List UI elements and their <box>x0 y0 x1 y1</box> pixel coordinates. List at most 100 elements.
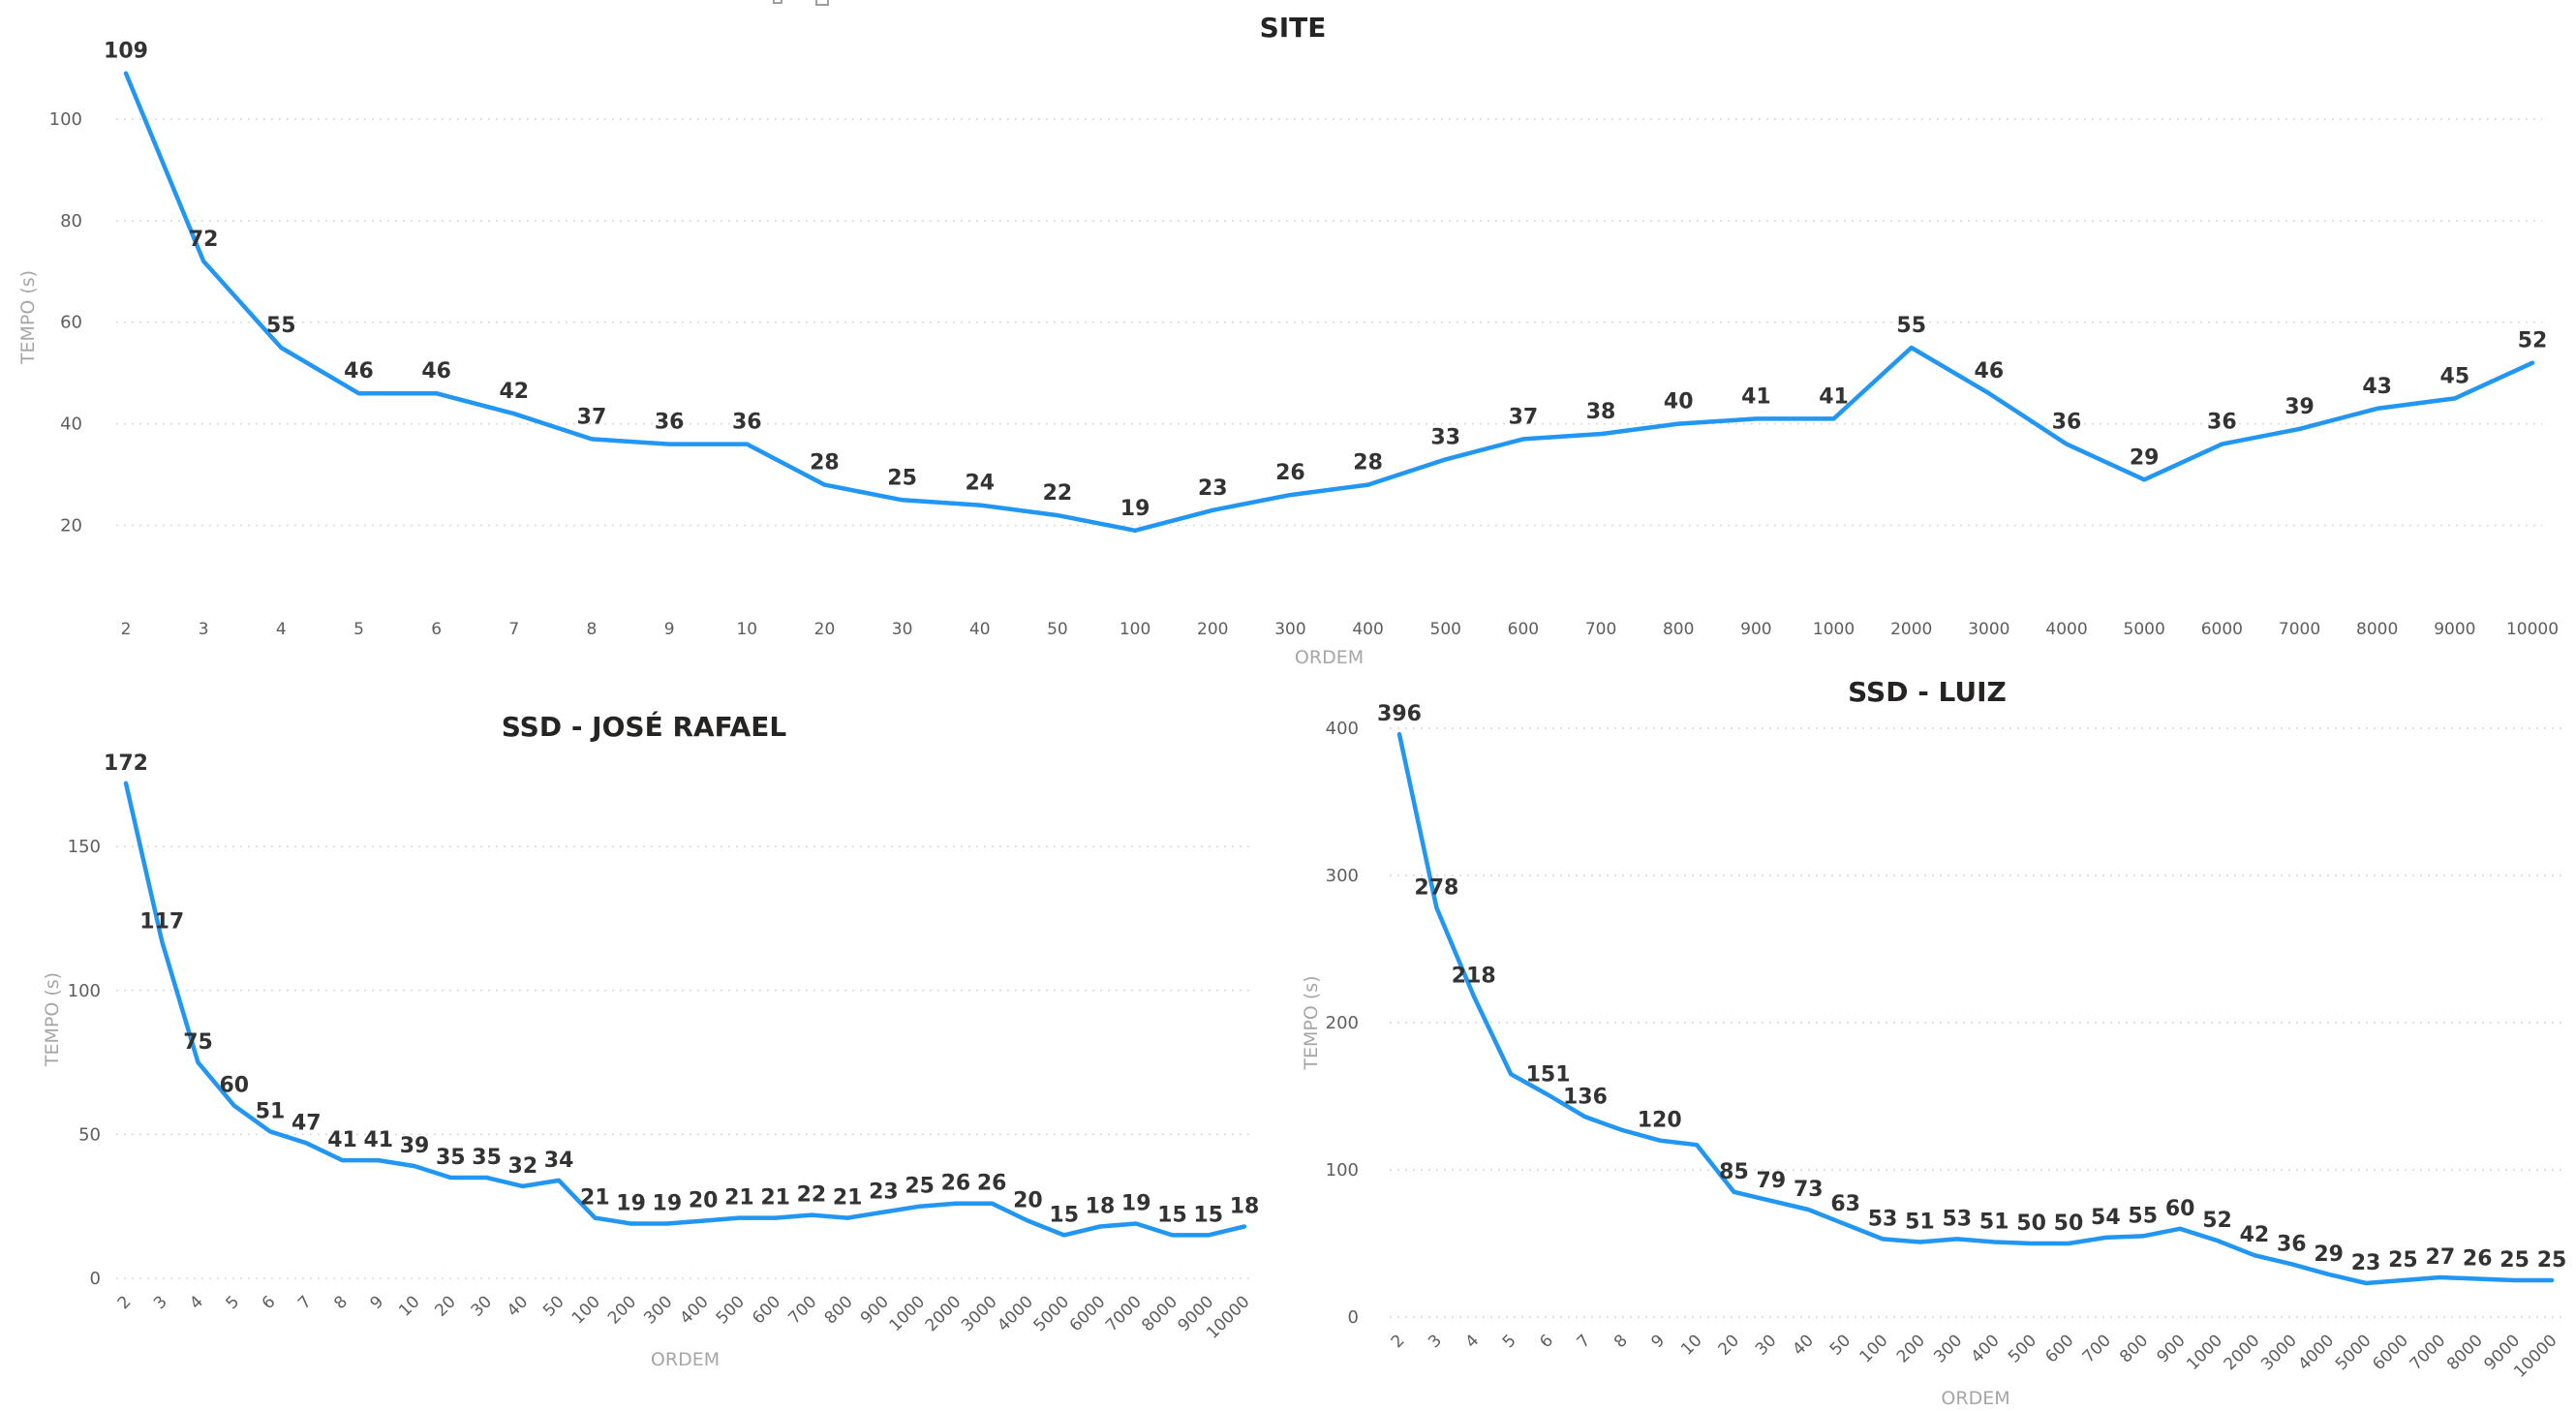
data-point[interactable] <box>842 1212 853 1224</box>
data-point[interactable] <box>1094 1221 1106 1233</box>
data-point[interactable] <box>2397 1274 2408 1286</box>
data-point[interactable] <box>1828 413 1840 424</box>
data-point[interactable] <box>1595 428 1607 440</box>
data-point[interactable] <box>950 1198 962 1210</box>
data-point[interactable] <box>663 439 675 450</box>
data-point[interactable] <box>1468 991 1480 1002</box>
more-options-icon[interactable] <box>815 0 829 6</box>
data-point[interactable] <box>353 387 364 399</box>
data-point[interactable] <box>986 1198 997 1210</box>
data-point[interactable] <box>2509 1274 2521 1286</box>
data-point[interactable] <box>120 778 132 789</box>
data-point[interactable] <box>1440 453 1452 465</box>
data-point[interactable] <box>1877 1233 1888 1244</box>
data-point[interactable] <box>1983 387 1995 399</box>
data-point[interactable] <box>2360 1277 2372 1289</box>
data-point[interactable] <box>661 1218 673 1230</box>
data-point[interactable] <box>1616 1124 1628 1136</box>
data-point[interactable] <box>508 408 520 419</box>
data-point[interactable] <box>2527 357 2538 369</box>
data-point[interactable] <box>409 1160 420 1172</box>
data-point[interactable] <box>553 1175 565 1186</box>
data-point[interactable] <box>806 1210 817 1221</box>
data-point[interactable] <box>897 494 908 506</box>
data-point[interactable] <box>1430 902 1442 913</box>
data-point[interactable] <box>156 936 168 947</box>
data-point[interactable] <box>1363 479 1374 491</box>
data-point[interactable] <box>1951 1233 1963 1244</box>
data-point[interactable] <box>2174 1223 2186 1235</box>
data-point[interactable] <box>275 342 287 353</box>
data-point[interactable] <box>1052 509 1063 521</box>
data-point[interactable] <box>193 1057 204 1068</box>
data-point[interactable] <box>2294 423 2306 435</box>
data-point[interactable] <box>2063 1238 2074 1249</box>
data-point[interactable] <box>741 439 752 450</box>
data-point[interactable] <box>2138 474 2150 485</box>
data-point[interactable] <box>481 1172 493 1183</box>
data-point[interactable] <box>2026 1238 2038 1249</box>
data-point[interactable] <box>1840 1218 1852 1230</box>
data-point[interactable] <box>818 479 830 491</box>
data-point[interactable] <box>198 256 209 267</box>
data-point[interactable] <box>2323 1269 2335 1280</box>
series-line[interactable] <box>123 71 2535 534</box>
data-point[interactable] <box>626 1218 637 1230</box>
data-point[interactable] <box>2137 1230 2149 1242</box>
data-point[interactable] <box>1988 1236 2000 1247</box>
data-point[interactable] <box>1579 1111 1591 1122</box>
data-point[interactable] <box>2471 1273 2483 1284</box>
data-point[interactable] <box>2216 439 2227 450</box>
data-point[interactable] <box>2546 1274 2558 1286</box>
data-point[interactable] <box>1906 342 1917 353</box>
data-point[interactable] <box>445 1172 456 1183</box>
data-point[interactable] <box>1239 1221 1250 1233</box>
data-point[interactable] <box>697 1215 709 1227</box>
data-point[interactable] <box>1750 413 1762 424</box>
data-point[interactable] <box>1728 1186 1739 1198</box>
data-point[interactable] <box>586 433 598 445</box>
data-point[interactable] <box>1203 1229 1214 1241</box>
data-point[interactable] <box>1207 505 1218 516</box>
data-point[interactable] <box>974 500 986 511</box>
series-line[interactable] <box>1396 731 2555 1286</box>
data-point[interactable] <box>1129 525 1141 537</box>
data-point[interactable] <box>229 1100 240 1112</box>
series-line[interactable] <box>123 781 1247 1238</box>
data-point[interactable] <box>589 1212 600 1224</box>
data-point[interactable] <box>1672 418 1684 430</box>
data-point[interactable] <box>1654 1135 1666 1147</box>
data-point[interactable] <box>877 1207 889 1218</box>
data-point[interactable] <box>1166 1229 1178 1241</box>
data-point[interactable] <box>1914 1236 1925 1247</box>
focus-mode-icon[interactable] <box>773 0 782 4</box>
data-point[interactable] <box>2100 1232 2111 1243</box>
data-point[interactable] <box>1022 1215 1033 1227</box>
data-point[interactable] <box>2061 439 2072 450</box>
data-point[interactable] <box>2212 1235 2223 1246</box>
data-point[interactable] <box>2449 392 2461 404</box>
data-point[interactable] <box>1802 1204 1814 1215</box>
data-point[interactable] <box>770 1212 782 1224</box>
data-point[interactable] <box>517 1181 529 1192</box>
data-point[interactable] <box>914 1201 926 1212</box>
data-point[interactable] <box>264 1125 276 1137</box>
data-point[interactable] <box>1691 1139 1702 1150</box>
data-point[interactable] <box>337 1154 349 1166</box>
data-point[interactable] <box>2249 1249 2260 1261</box>
data-point[interactable] <box>2285 1258 2297 1270</box>
data-point[interactable] <box>1765 1195 1777 1207</box>
data-point[interactable] <box>1505 1068 1517 1080</box>
data-point[interactable] <box>1130 1218 1142 1230</box>
data-point[interactable] <box>1543 1089 1554 1100</box>
data-point[interactable] <box>1058 1229 1070 1241</box>
data-point[interactable] <box>1394 728 1405 740</box>
data-point[interactable] <box>2435 1272 2446 1283</box>
data-point[interactable] <box>120 68 132 79</box>
data-point[interactable] <box>373 1154 384 1166</box>
data-point[interactable] <box>1518 433 1529 445</box>
data-point[interactable] <box>431 387 443 399</box>
data-point[interactable] <box>2372 403 2383 414</box>
data-point[interactable] <box>300 1137 312 1149</box>
data-point[interactable] <box>1284 489 1296 501</box>
